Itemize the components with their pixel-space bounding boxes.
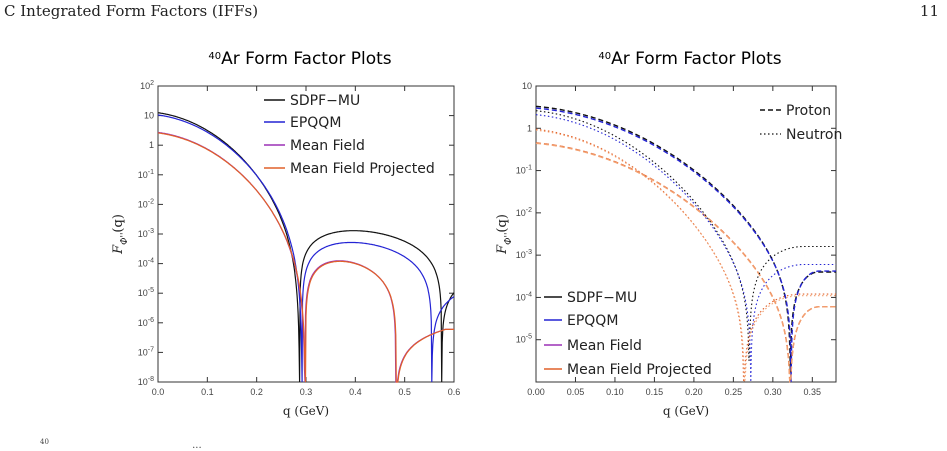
chart1-legend: SDPF−MU EPQQM Mean Field Mean Field Proj… [264,93,435,177]
chart1-ytick: 10-4 [138,258,154,269]
legend2-epqqm: EPQQM [567,313,618,329]
legend-mfp: Mean Field Projected [290,161,435,177]
chart2-xtick: 0.35 [804,387,822,397]
chart2-series-line [535,129,836,383]
chart1-series-line [158,114,455,383]
left-form-factor-chart: 40Ar Form Factor Plots 0.0 0.1 0.2 0.3 0.4 0.… [111,49,461,418]
chart1-ytick: 10-6 [138,317,154,328]
chart2-top-legend: Proton Neutron [760,103,842,143]
right-form-factor-chart: 40Ar Form Factor Plots 0.00 0.05 0.10 0.15 0… [495,49,842,418]
chart2-xtick: 0.00 [527,387,545,397]
chart2-xtick: 0.15 [646,387,664,397]
chart1-ytick: 10-8 [138,376,154,387]
chart2-legend: SDPF−MU EPQQM Mean Field Mean Field Proj… [544,290,712,378]
chart1-xtick: 0.3 [300,387,313,397]
chart2-xtick: 0.25 [725,387,743,397]
chart2-ylabel: FΦ''(q) [495,214,514,255]
chart2-title: 40Ar Form Factor Plots [598,49,781,69]
chart1-ylabel: FΦ''(q) [111,214,130,255]
legend-epqqm: EPQQM [290,115,341,131]
chart1-xtick: 0.6 [448,387,461,397]
chart1-xlabel: q (GeV) [283,404,329,418]
chart2-ytick: 10-1 [516,165,532,176]
chart2-ytick: 10-2 [516,207,532,218]
chart1-title: 40Ar Form Factor Plots [208,49,391,69]
figure-caption-fragment: 40 ... [40,438,202,451]
legend-meanfield: Mean Field [290,138,365,154]
chart2-frame [535,85,837,383]
chart2-xlabel: q (GeV) [663,404,709,418]
chart1-xtick: 0.4 [349,387,362,397]
chart1-ytick: 10-1 [138,169,154,180]
section-header: C Integrated Form Factors (IFFs) [4,2,259,20]
chart1-ytick: 10-3 [138,228,154,239]
chart1-ytick: 102 [140,80,154,91]
chart1-xtick: 0.1 [201,387,214,397]
legend2-mfp: Mean Field Projected [567,362,712,378]
chart1-xtick: 0.2 [250,387,263,397]
chart2-series-line [535,105,836,373]
chart2-ytick: 10-4 [516,291,532,302]
chart1-ytick: 1 [149,140,154,150]
chart1-series-line [157,132,454,383]
chart1-xtick: 0.5 [398,387,411,397]
legend-sdpf: SDPF−MU [290,93,360,109]
chart2-ytick: 10-3 [516,249,532,260]
chart1-xtick: 0.0 [152,387,165,397]
legend-proton: Proton [786,103,831,119]
legend2-sdpf: SDPF−MU [567,290,637,306]
chart1-ytick: 10 [144,111,154,121]
chart1-ytick: 10-7 [138,346,154,357]
chart2-series-line [536,107,836,383]
chart2-xtick: 0.20 [685,387,703,397]
chart2-xtick: 0.10 [606,387,624,397]
chart2-series-line [535,142,836,383]
chart2-xtick: 0.05 [567,387,585,397]
chart2-ytick: 10-5 [516,334,532,345]
chart2-ytick: 10 [522,81,532,91]
chart1-series-line [157,112,455,383]
chart2-xtick: 0.30 [764,387,782,397]
chart2-ytick: 1 [527,123,532,133]
chart1-ytick: 10-5 [138,287,154,298]
page-number: 11 [919,2,939,20]
legend-neutron: Neutron [786,127,842,143]
chart1-ytick: 10-2 [138,198,154,209]
legend2-meanfield: Mean Field [567,338,642,354]
